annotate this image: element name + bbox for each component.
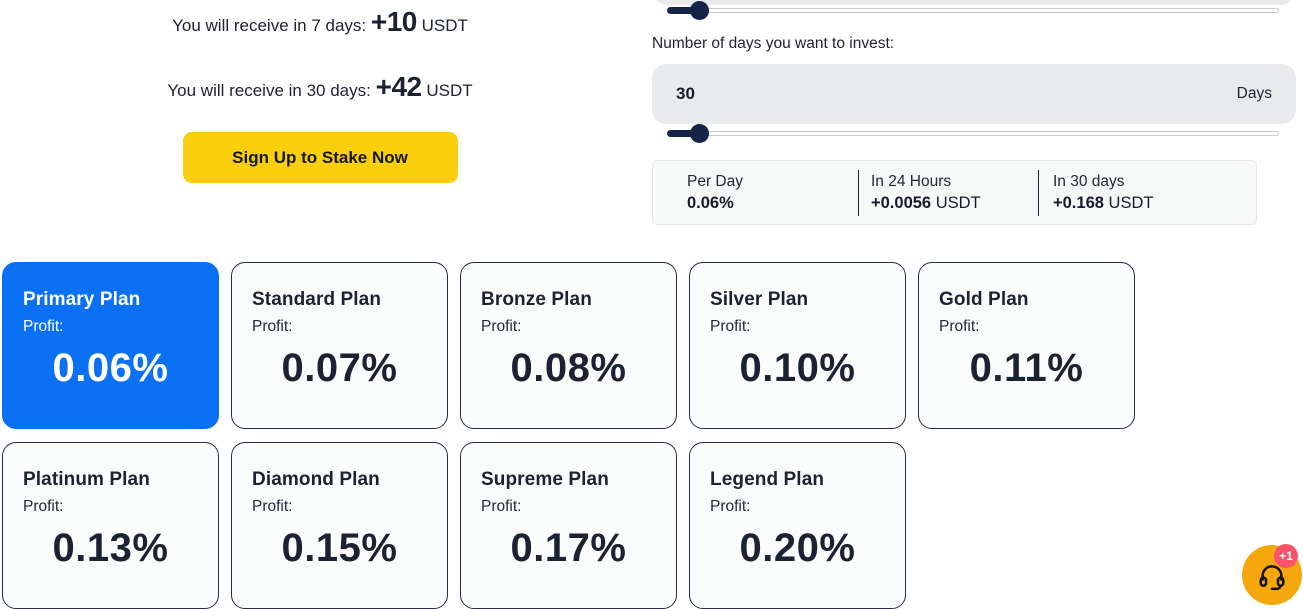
days-slider-fill	[667, 130, 701, 137]
days-value[interactable]: 30	[676, 84, 695, 103]
amount-slider-thumb[interactable]	[690, 1, 709, 20]
plan-title: Legend Plan	[710, 469, 825, 490]
plan-title: Supreme Plan	[481, 469, 609, 490]
days-input-box[interactable]: 30 Days	[652, 64, 1296, 124]
stat-24-hours-label: In 24 Hours	[871, 172, 952, 190]
amount-slider-track[interactable]	[668, 8, 1279, 13]
plan-title: Silver Plan	[710, 289, 809, 310]
profit-stats-box: Per Day 0.06% In 24 Hours +0.0056 USDT I…	[652, 160, 1257, 225]
plan-profit-label: Profit:	[252, 318, 293, 335]
headset-icon	[1259, 564, 1285, 590]
plan-card[interactable]: Diamond Plan Profit: 0.15%	[231, 442, 448, 609]
plan-title: Primary Plan	[23, 289, 141, 310]
plan-profit-label: Profit:	[252, 498, 293, 515]
plan-card[interactable]: Gold Plan Profit: 0.11%	[918, 262, 1135, 429]
plan-profit-label: Profit:	[710, 498, 751, 515]
plan-percent: 0.07%	[281, 346, 398, 390]
plan-card[interactable]: Bronze Plan Profit: 0.08%	[460, 262, 677, 429]
stat-24-hours-value: +0.0056 USDT	[871, 193, 981, 212]
plan-card[interactable]: Silver Plan Profit: 0.10%	[689, 262, 906, 429]
receive-7-days-value: +10	[370, 6, 418, 37]
stat-per-day-label: Per Day	[687, 172, 743, 190]
plan-percent: 0.15%	[281, 526, 398, 570]
plan-percent: 0.06%	[52, 346, 169, 390]
plan-percent: 0.20%	[739, 526, 856, 570]
plan-profit-label: Profit:	[710, 318, 751, 335]
chat-support-button[interactable]: +1	[1242, 544, 1302, 605]
receive-7-days-line: You will receive in 7 days: +10 USDT	[0, 6, 640, 38]
plan-card[interactable]: Primary Plan Profit: 0.06%	[2, 262, 219, 429]
plan-title: Gold Plan	[939, 289, 1029, 310]
plan-card[interactable]: Platinum Plan Profit: 0.13%	[2, 442, 219, 609]
days-slider-track[interactable]	[668, 131, 1279, 136]
days-slider-thumb[interactable]	[690, 124, 709, 143]
plan-card[interactable]: Supreme Plan Profit: 0.17%	[460, 442, 677, 609]
stat-24-hours: In 24 Hours +0.0056 USDT	[858, 169, 1038, 216]
plans-grid: Primary Plan Profit: 0.06% Standard Plan…	[2, 262, 1135, 609]
plan-percent: 0.11%	[969, 346, 1084, 390]
plan-card[interactable]: Standard Plan Profit: 0.07%	[231, 262, 448, 429]
plan-profit-label: Profit:	[23, 318, 64, 335]
plan-profit-label: Profit:	[939, 318, 980, 335]
receive-summary: You will receive in 7 days: +10 USDT You…	[0, 0, 640, 183]
plan-title: Bronze Plan	[481, 289, 592, 310]
plan-card[interactable]: Legend Plan Profit: 0.20%	[689, 442, 906, 609]
plan-title: Diamond Plan	[252, 469, 380, 490]
stat-per-day-value: 0.06%	[687, 193, 734, 212]
days-invest-label: Number of days you want to invest:	[652, 35, 895, 52]
plan-profit-label: Profit:	[481, 498, 522, 515]
stat-30-days-label: In 30 days	[1053, 172, 1125, 190]
plan-profit-label: Profit:	[481, 318, 522, 335]
plan-profit-label: Profit:	[23, 498, 64, 515]
plan-title: Platinum Plan	[23, 469, 150, 490]
stat-30-days: In 30 days +0.168 USDT	[1038, 169, 1256, 216]
stat-per-day: Per Day 0.06%	[653, 161, 858, 224]
receive-30-days-value: +42	[375, 71, 423, 102]
plan-percent: 0.10%	[739, 346, 856, 390]
plan-title: Standard Plan	[252, 289, 382, 310]
receive-7-days-unit: USDT	[421, 16, 468, 35]
days-unit-label: Days	[1236, 85, 1272, 102]
plan-percent: 0.17%	[510, 526, 627, 570]
receive-30-days-line: You will receive in 30 days: +42 USDT	[0, 71, 640, 103]
amount-slider[interactable]	[667, 1, 1279, 20]
receive-30-days-prefix: You will receive in 30 days:	[167, 81, 371, 100]
receive-30-days-unit: USDT	[426, 81, 473, 100]
stat-30-days-value: +0.168 USDT	[1053, 193, 1154, 212]
signup-stake-button[interactable]: Sign Up to Stake Now	[182, 132, 458, 183]
amount-slider-fill	[667, 7, 701, 14]
receive-7-days-prefix: You will receive in 7 days:	[172, 16, 367, 35]
plan-percent: 0.08%	[510, 346, 627, 390]
chat-unread-badge: +1	[1274, 544, 1298, 568]
plan-percent: 0.13%	[52, 526, 169, 570]
amount-input-box-partial[interactable]	[652, 0, 1296, 5]
days-slider[interactable]	[667, 124, 1279, 143]
